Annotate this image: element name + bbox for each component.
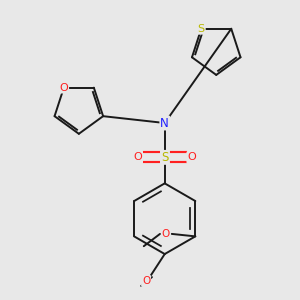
Text: S: S — [161, 151, 168, 164]
Text: O: O — [142, 276, 150, 286]
Text: O: O — [162, 229, 170, 239]
Text: O: O — [134, 152, 142, 162]
Text: O: O — [59, 82, 68, 93]
Text: O: O — [187, 152, 196, 162]
Text: N: N — [160, 116, 169, 130]
Text: S: S — [198, 24, 205, 34]
